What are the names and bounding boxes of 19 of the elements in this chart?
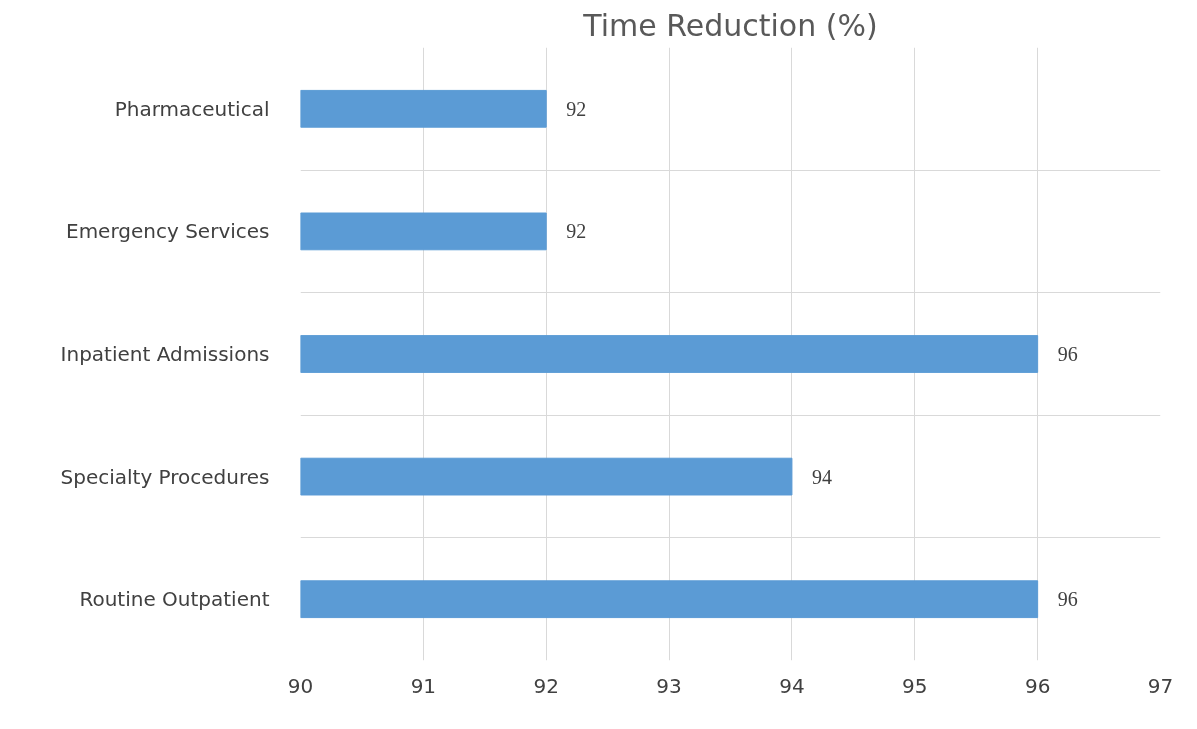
data-label: 92 bbox=[566, 220, 587, 243]
y-tick-label: Inpatient Admissions bbox=[60, 342, 270, 366]
x-tick-label: 91 bbox=[410, 673, 437, 698]
x-tick-label: 96 bbox=[1024, 673, 1051, 698]
y-tick-label: Specialty Procedures bbox=[60, 464, 270, 489]
y-tick-label: Pharmaceutical bbox=[114, 96, 270, 121]
y-tick-label: Emergency Services bbox=[66, 219, 270, 244]
y-tick-label: Routine Outpatient bbox=[79, 587, 270, 612]
x-tick-label: 92 bbox=[533, 673, 559, 698]
data-label: 96 bbox=[1057, 343, 1078, 365]
x-tick-label: 97 bbox=[1147, 673, 1174, 698]
data-label: 96 bbox=[1057, 588, 1078, 611]
x-tick-label: 95 bbox=[902, 673, 928, 698]
data-label: 94 bbox=[811, 465, 832, 488]
x-tick-label: 94 bbox=[779, 673, 805, 698]
data-label: 92 bbox=[566, 97, 587, 120]
x-tick-label: 90 bbox=[287, 673, 314, 698]
chart-title: Time Reduction (%) bbox=[582, 7, 878, 43]
x-tick-label: 93 bbox=[656, 673, 682, 698]
